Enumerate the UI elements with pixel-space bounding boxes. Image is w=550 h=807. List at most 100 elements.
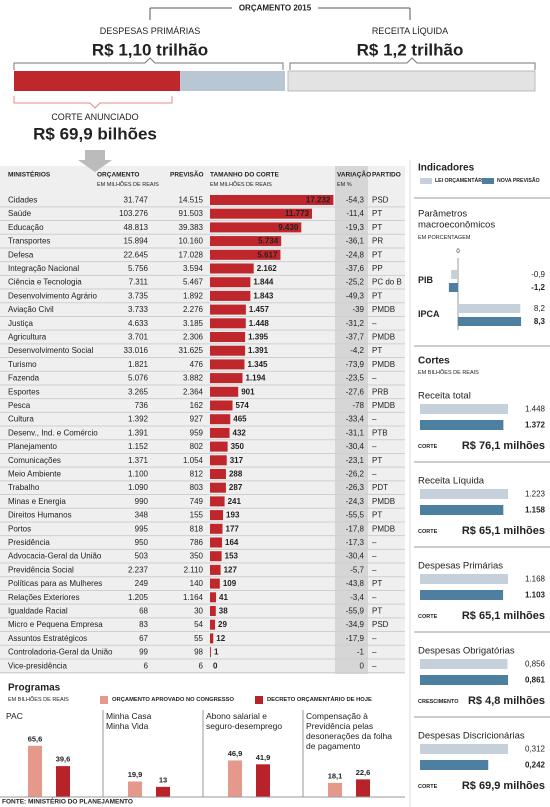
change: -30,4 <box>346 552 365 561</box>
budget: 1.205 <box>128 593 149 602</box>
cut-label: 193 <box>226 511 240 520</box>
budget: 3.265 <box>128 387 149 396</box>
cut-bar <box>210 537 223 548</box>
cut-amount: R$ 4,8 milhões <box>468 695 545 707</box>
program-bar <box>156 786 170 797</box>
forecast: 3.882 <box>183 374 204 383</box>
program-name: PAC <box>6 711 23 721</box>
cut-bar <box>420 420 504 430</box>
value: R$ 69,9 bilhões <box>33 125 157 144</box>
cut-label: 153 <box>225 552 239 561</box>
value-label: 0,312 <box>525 745 546 754</box>
cut-bar <box>210 482 226 493</box>
ministry-name: Ciência e Tecnologia <box>8 278 82 287</box>
ministry-name: Desenvolvimento Social <box>8 346 94 355</box>
cut-bar <box>210 208 312 219</box>
cut-label: 1.844 <box>253 278 274 287</box>
unit: EM BILHÕES DE REAIS <box>418 369 479 376</box>
budget: 3.701 <box>128 333 149 342</box>
indicator-name: PIB <box>418 275 434 285</box>
budget: 1.090 <box>128 483 149 492</box>
cut-bar <box>210 578 220 589</box>
cut-bar <box>210 249 281 260</box>
program-name: de pagamento <box>306 741 361 751</box>
budget: 990 <box>135 497 149 506</box>
value-label: 13 <box>159 775 167 784</box>
change: -17,9 <box>346 634 365 643</box>
column-unit: EM MILHÕES DE REAIS <box>210 181 272 188</box>
budget: 33.016 <box>124 346 149 355</box>
change: -54,3 <box>346 196 365 205</box>
cut-label: 574 <box>236 401 250 410</box>
party: PSD <box>372 196 389 205</box>
value-label: 41,9 <box>256 753 271 762</box>
forecast: 31.625 <box>179 346 204 355</box>
column-header: VARIAÇÃO <box>337 170 371 179</box>
ministry-name: Controladoria-Geral da União <box>8 648 113 657</box>
cut-note: CORTE <box>418 614 438 620</box>
change: -23,1 <box>346 456 365 465</box>
ministry-name: Pesca <box>8 401 31 410</box>
column-header: TAMANHO DO CORTE <box>210 172 280 179</box>
budget: 1.392 <box>128 415 149 424</box>
expense-bar <box>180 71 285 91</box>
party: PMDB <box>372 497 395 506</box>
indicator-bar <box>458 317 522 326</box>
party: – <box>372 538 377 547</box>
cut-label: 1.194 <box>245 374 266 383</box>
party: PT <box>372 607 382 616</box>
party: PP <box>372 264 383 273</box>
cut-bar <box>420 744 508 754</box>
cut-bar <box>420 590 504 600</box>
value-label: 1.158 <box>525 506 546 515</box>
cut-label: 164 <box>225 538 239 547</box>
ministry-name: Aviação Civil <box>8 305 54 314</box>
unit: EM PORCENTAGEM <box>418 235 471 241</box>
change: -78 <box>352 401 364 410</box>
value-label: 0,856 <box>525 660 546 669</box>
forecast: 2.110 <box>184 565 204 574</box>
legend-label: ORÇAMENTO APROVADO NO CONGRESSO <box>112 697 234 703</box>
forecast: 786 <box>190 538 204 547</box>
forecast: 54 <box>194 620 203 629</box>
party: – <box>372 661 377 670</box>
cut-bar <box>210 633 214 644</box>
brace <box>13 57 284 70</box>
ministry-name: Micro e Pequena Empresa <box>8 620 103 629</box>
forecast: 98 <box>194 648 203 657</box>
forecast: 959 <box>190 428 204 437</box>
program-bar <box>256 764 270 797</box>
ministry-name: Comunicações <box>8 456 61 465</box>
program-name: desonerações da folha <box>306 731 392 741</box>
cut-bar <box>420 404 508 414</box>
value-label: 1.168 <box>525 575 546 584</box>
ministry-name: Relações Exteriores <box>8 593 80 602</box>
cut-brace <box>13 96 173 109</box>
cut-bar <box>210 359 245 370</box>
budget: 5.756 <box>128 264 149 273</box>
cut-bar <box>420 574 508 584</box>
cut-bar <box>210 386 239 397</box>
cut-bar <box>210 414 231 425</box>
value: R$ 1,10 trilhão <box>92 41 208 60</box>
ministry-name: Cidades <box>8 196 37 205</box>
indicator-bar <box>448 283 458 292</box>
budget: 31.747 <box>124 196 149 205</box>
indicator-name: IPCA <box>418 309 440 319</box>
legend-swatch <box>420 178 432 184</box>
legend-swatch <box>255 696 263 704</box>
legend-label: NOVA PREVISÃO <box>497 177 540 184</box>
header-title: ORÇAMENTO 2015 <box>239 4 312 13</box>
value-label: 65,6 <box>28 734 43 743</box>
ministry-name: Portos <box>8 524 31 533</box>
budget: 3.735 <box>128 291 149 300</box>
change: -37,6 <box>346 264 365 273</box>
party: PT <box>372 346 382 355</box>
party: – <box>372 593 377 602</box>
cut-label: 12 <box>216 634 225 643</box>
cut-label: 17.232 <box>306 196 331 205</box>
cut-label: 127 <box>224 565 238 574</box>
party: – <box>372 442 377 451</box>
budget: 67 <box>139 634 148 643</box>
party: – <box>372 470 377 479</box>
